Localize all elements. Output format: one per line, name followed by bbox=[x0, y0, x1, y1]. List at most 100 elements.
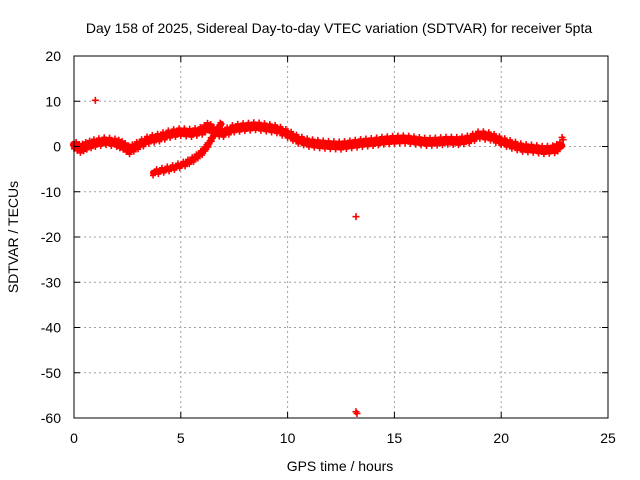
data-point bbox=[218, 120, 225, 127]
data-point bbox=[355, 140, 362, 147]
data-point bbox=[104, 138, 111, 145]
data-point bbox=[108, 143, 115, 150]
x-tick-label: 20 bbox=[493, 430, 509, 446]
data-point bbox=[92, 143, 99, 150]
data-point bbox=[450, 141, 457, 148]
data-point bbox=[314, 136, 321, 143]
data-point bbox=[163, 132, 170, 139]
outlier-point bbox=[559, 136, 567, 144]
data-point bbox=[514, 147, 521, 154]
data-point bbox=[393, 136, 400, 143]
data-point bbox=[539, 142, 546, 149]
data-point bbox=[530, 149, 537, 156]
y-tick-label: -40 bbox=[41, 320, 61, 336]
data-point bbox=[202, 129, 209, 136]
x-tick-label: 15 bbox=[387, 430, 403, 446]
data-point bbox=[85, 142, 92, 149]
data-point bbox=[277, 123, 284, 130]
data-point bbox=[173, 163, 180, 170]
tick-layer: 0 5 10 15 20 25 20 10 0 -10 -20 -30 -40 -50 -60 bbox=[41, 48, 616, 446]
data-point bbox=[183, 133, 190, 140]
data-point bbox=[190, 158, 197, 165]
data-point bbox=[252, 127, 259, 134]
data-point bbox=[234, 120, 241, 127]
data-point bbox=[149, 131, 156, 138]
chart-title: Day 158 of 2025, Sidereal Day-to-day VTE… bbox=[86, 20, 593, 36]
data-point bbox=[225, 131, 232, 138]
data-point bbox=[407, 141, 414, 148]
data-point bbox=[270, 125, 277, 132]
data-point bbox=[123, 148, 130, 155]
data-point bbox=[268, 129, 275, 136]
data-point bbox=[167, 165, 174, 172]
data-point bbox=[346, 137, 353, 144]
data-point bbox=[111, 135, 118, 142]
data-point bbox=[168, 130, 175, 137]
data-point bbox=[421, 134, 428, 141]
data-point bbox=[259, 124, 266, 131]
data-point bbox=[135, 146, 142, 153]
data-point bbox=[459, 133, 466, 140]
data-point bbox=[165, 127, 172, 134]
data-point bbox=[485, 129, 492, 136]
data-point bbox=[89, 140, 96, 147]
data-point bbox=[377, 138, 384, 145]
x-tick-label: 25 bbox=[600, 430, 616, 446]
data-point bbox=[338, 146, 344, 153]
data-point bbox=[448, 133, 455, 140]
data-point bbox=[298, 133, 305, 140]
data-point bbox=[498, 142, 505, 149]
data-point bbox=[320, 137, 327, 144]
data-point bbox=[147, 136, 154, 143]
data-point bbox=[510, 142, 517, 149]
data-point bbox=[229, 122, 236, 129]
data-point bbox=[106, 134, 113, 141]
data-point bbox=[507, 137, 514, 144]
data-point bbox=[473, 133, 480, 140]
data-point bbox=[174, 160, 181, 167]
data-point bbox=[232, 125, 239, 132]
data-point bbox=[370, 143, 377, 150]
data-point bbox=[265, 124, 272, 131]
data-point bbox=[332, 146, 339, 153]
data-point bbox=[503, 143, 510, 150]
data-point bbox=[489, 134, 496, 141]
data-point bbox=[142, 138, 149, 145]
data-point bbox=[231, 129, 238, 136]
data-point bbox=[286, 131, 293, 138]
data-point bbox=[138, 136, 145, 143]
data-point bbox=[482, 136, 489, 143]
data-point bbox=[145, 140, 152, 147]
data-point bbox=[83, 146, 90, 153]
data-point bbox=[387, 137, 394, 144]
data-point bbox=[189, 154, 196, 161]
data-point bbox=[174, 129, 181, 136]
data-point bbox=[169, 162, 176, 169]
data-point bbox=[409, 137, 416, 144]
data-point bbox=[161, 136, 168, 143]
data-point bbox=[532, 145, 539, 152]
data-point bbox=[455, 142, 462, 149]
data-point bbox=[121, 143, 128, 150]
data-point bbox=[300, 142, 307, 149]
data-point bbox=[418, 142, 425, 149]
data-point bbox=[120, 146, 127, 153]
data-point bbox=[396, 140, 403, 147]
data-point bbox=[186, 125, 193, 132]
data-point bbox=[115, 136, 122, 143]
data-point bbox=[378, 133, 385, 140]
data-point bbox=[434, 142, 441, 149]
data-point bbox=[153, 166, 160, 173]
data-point bbox=[284, 134, 291, 141]
data-point bbox=[99, 138, 106, 145]
data-point bbox=[544, 142, 551, 149]
data-point bbox=[394, 132, 401, 139]
data-point bbox=[152, 135, 159, 142]
data-point bbox=[471, 138, 478, 145]
data-point bbox=[204, 119, 211, 126]
data-point bbox=[245, 119, 252, 126]
y-tick-label: -60 bbox=[41, 410, 61, 426]
data-point bbox=[182, 163, 189, 170]
data-point bbox=[117, 141, 124, 148]
data-point bbox=[512, 138, 519, 145]
